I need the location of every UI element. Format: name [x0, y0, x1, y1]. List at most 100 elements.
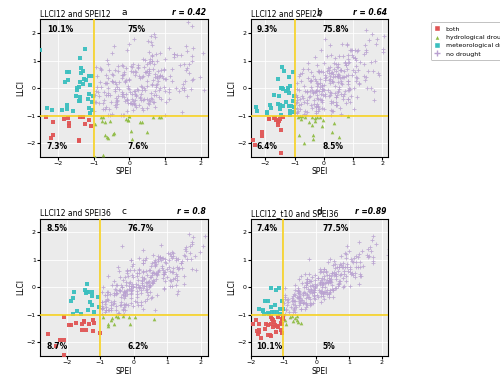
- Point: [167, 253, 175, 259]
- Point: [154, 253, 162, 259]
- Point: [312, 104, 320, 111]
- Point: [319, 290, 327, 296]
- Point: [338, 67, 345, 73]
- Point: [326, 256, 334, 262]
- Point: [300, 289, 308, 295]
- Point: [310, 136, 318, 142]
- Point: [80, 120, 88, 127]
- Point: [153, 292, 161, 298]
- Point: [46, 135, 54, 141]
- Point: [122, 288, 130, 295]
- Point: [312, 108, 320, 114]
- Point: [146, 33, 154, 39]
- Point: [280, 292, 288, 298]
- Point: [72, 87, 80, 94]
- Point: [342, 251, 350, 257]
- Point: [120, 94, 128, 100]
- Point: [319, 86, 327, 92]
- Point: [148, 272, 156, 278]
- Point: [125, 77, 133, 84]
- Point: [318, 269, 326, 275]
- Point: [114, 68, 122, 74]
- Point: [290, 305, 298, 311]
- Point: [296, 102, 304, 108]
- Point: [370, 233, 378, 239]
- Point: [393, 45, 401, 51]
- Point: [290, 98, 298, 104]
- Point: [214, 228, 222, 234]
- Point: [318, 279, 326, 286]
- Point: [304, 110, 312, 116]
- Point: [318, 123, 326, 129]
- Point: [60, 116, 68, 122]
- Point: [88, 107, 96, 113]
- Point: [344, 78, 352, 84]
- Point: [336, 264, 344, 270]
- Text: LLCl12 and SPEl36: LLCl12 and SPEl36: [40, 209, 111, 218]
- Point: [199, 50, 207, 56]
- Point: [182, 67, 190, 73]
- Point: [330, 285, 338, 291]
- Point: [166, 86, 173, 92]
- Point: [125, 280, 133, 286]
- Point: [294, 288, 302, 295]
- Point: [318, 282, 326, 288]
- Point: [316, 269, 324, 275]
- Point: [280, 313, 287, 319]
- Point: [326, 42, 334, 48]
- Point: [128, 281, 136, 287]
- Point: [94, 84, 102, 90]
- Point: [104, 289, 112, 295]
- Point: [104, 75, 112, 81]
- Point: [294, 288, 302, 294]
- Point: [360, 51, 368, 57]
- Point: [42, 114, 50, 120]
- Point: [325, 272, 333, 278]
- Point: [120, 288, 128, 294]
- Point: [81, 46, 89, 52]
- Point: [143, 272, 151, 278]
- Point: [149, 280, 157, 286]
- Point: [84, 289, 92, 295]
- Point: [277, 111, 285, 118]
- Point: [126, 100, 134, 106]
- Point: [160, 112, 168, 118]
- Point: [321, 93, 329, 99]
- Point: [172, 86, 180, 92]
- Point: [316, 266, 324, 272]
- Point: [288, 308, 296, 315]
- Point: [110, 67, 118, 73]
- Point: [122, 98, 130, 104]
- Point: [128, 96, 136, 102]
- Point: [317, 288, 325, 294]
- Point: [174, 265, 182, 272]
- Point: [160, 67, 168, 73]
- Point: [117, 294, 125, 300]
- Point: [244, 319, 252, 325]
- Point: [142, 257, 150, 263]
- Point: [347, 255, 355, 262]
- Point: [60, 314, 68, 320]
- Point: [110, 300, 118, 306]
- Point: [133, 294, 141, 300]
- Point: [100, 98, 108, 104]
- Point: [154, 269, 162, 275]
- Point: [110, 292, 118, 298]
- Point: [304, 88, 312, 94]
- Point: [162, 265, 170, 272]
- Point: [361, 42, 369, 48]
- Point: [318, 86, 326, 92]
- Point: [309, 132, 317, 138]
- Point: [122, 301, 130, 307]
- Point: [367, 248, 375, 254]
- Point: [325, 275, 333, 281]
- Point: [150, 104, 158, 110]
- Point: [111, 286, 119, 292]
- Point: [128, 135, 136, 142]
- Point: [310, 286, 318, 293]
- Point: [293, 86, 301, 92]
- Point: [130, 96, 138, 103]
- Point: [76, 70, 84, 76]
- Point: [318, 293, 326, 300]
- Point: [300, 111, 308, 117]
